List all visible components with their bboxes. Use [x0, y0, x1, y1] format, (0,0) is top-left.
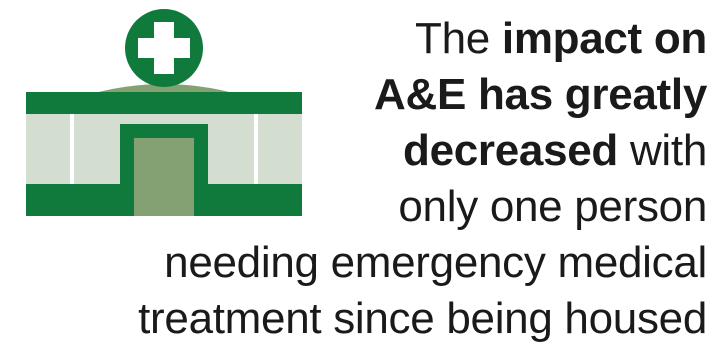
hospital-building-icon — [26, 9, 302, 216]
door — [134, 138, 194, 216]
statement-line-4: only one person — [398, 182, 707, 232]
statement-line-1: The impact on — [415, 14, 707, 64]
statement-line-3: decreased with — [403, 126, 707, 176]
statement-emphasis: decreased — [403, 126, 619, 175]
top-band — [26, 92, 302, 114]
statement-text: needing emergency medical — [164, 238, 707, 287]
window-divider — [254, 114, 258, 184]
statement-line-6: treatment since being housed — [138, 294, 707, 344]
statement-text: only one person — [398, 182, 707, 231]
statement-line-5: needing emergency medical — [164, 238, 707, 288]
statement-emphasis: impact on — [501, 14, 707, 63]
statement-line-2: A&E has greatly — [374, 70, 707, 120]
statement-text: The — [415, 14, 502, 63]
statement-text: with — [618, 126, 707, 175]
cross-horizontal — [138, 38, 190, 58]
statement-emphasis: A&E has greatly — [374, 70, 707, 119]
statement-text: treatment since being housed — [138, 294, 707, 343]
window-divider — [70, 114, 74, 184]
